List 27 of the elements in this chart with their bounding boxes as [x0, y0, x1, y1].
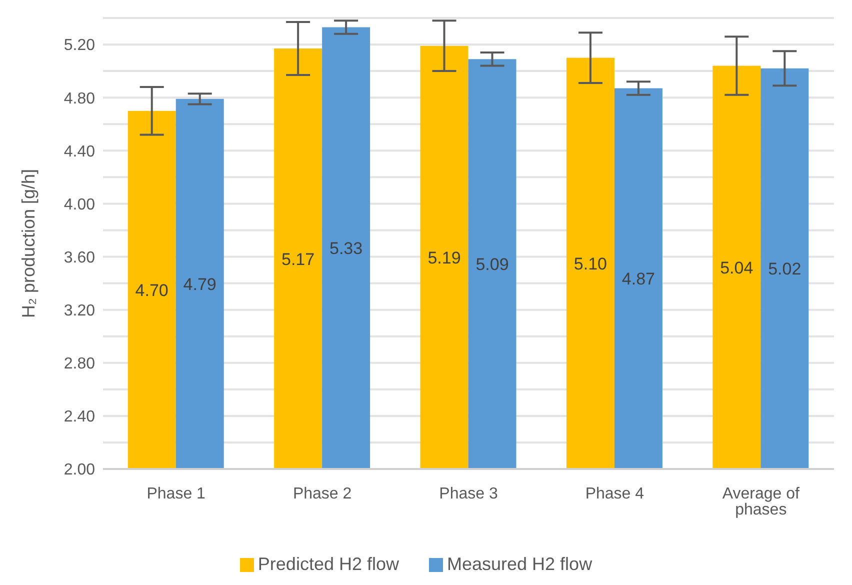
y-tick-label: 4.00 — [64, 196, 96, 214]
data-label: 4.70 — [135, 280, 168, 300]
data-label: 5.02 — [768, 260, 802, 279]
x-tick-label: Phase 4 — [585, 485, 644, 502]
data-label: 5.33 — [330, 239, 363, 258]
y-tick-label: 5.20 — [64, 37, 96, 54]
x-tick-label: Phase 1 — [146, 485, 206, 502]
data-label: 5.10 — [574, 254, 607, 274]
y-tick-label: 2.40 — [64, 408, 96, 426]
x-tick-label: Phase 2 — [292, 485, 352, 502]
y-tick-label: 3.20 — [64, 302, 96, 320]
data-label: 5.19 — [428, 248, 461, 268]
legend-label: Measured H2 flow — [447, 554, 592, 574]
data-label: 5.09 — [476, 255, 509, 274]
legend-label: Predicted H2 flow — [258, 554, 399, 574]
data-label: 5.17 — [282, 250, 315, 269]
x-tick-label: Average of phases — [722, 485, 800, 518]
y-axis-title: H₂ production [g/h] — [18, 168, 38, 318]
y-tick-label: 2.80 — [64, 356, 96, 373]
y-tick-label: 4.40 — [64, 143, 96, 160]
y-tick-label: 2.00 — [64, 462, 96, 479]
y-tick-label: 4.80 — [64, 90, 96, 108]
data-label: 5.04 — [720, 258, 754, 278]
data-label: 4.87 — [622, 270, 655, 289]
data-label: 4.79 — [183, 274, 216, 294]
y-tick-label: 3.60 — [64, 249, 96, 266]
x-tick-label: Phase 3 — [439, 485, 498, 502]
